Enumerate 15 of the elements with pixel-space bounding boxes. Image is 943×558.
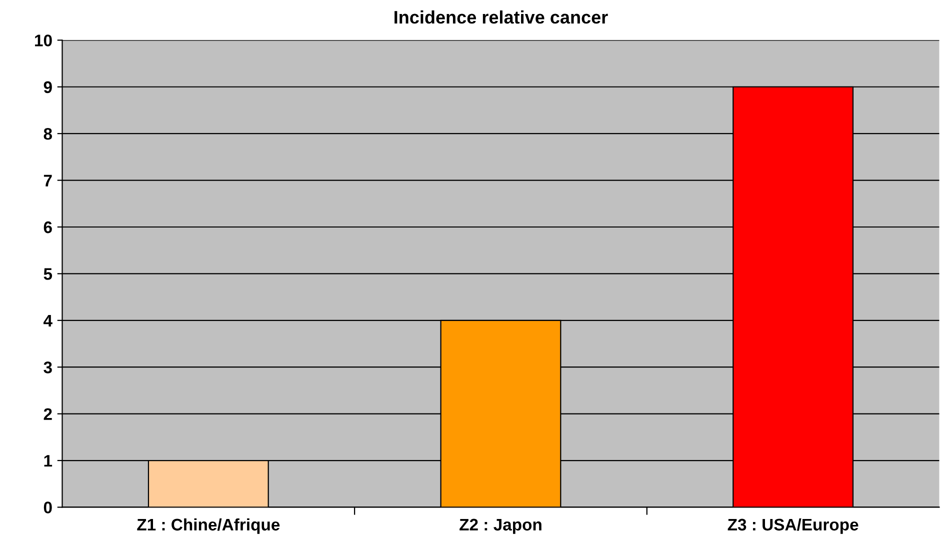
y-tick-label: 7 (44, 174, 52, 186)
y-tick-label: 9 (44, 81, 52, 94)
y-tick-label: 2 (44, 408, 52, 420)
chart-title: Incidence relative cancer (394, 10, 608, 24)
y-tick-label: 6 (44, 221, 52, 234)
y-tick-label: 10 (35, 34, 52, 46)
y-tick-label: 8 (44, 128, 52, 140)
y-tick-label: 4 (44, 314, 52, 326)
x-tick-label: Z2 : Japon (460, 518, 542, 534)
x-tick-label: Z3 : USA/Europe (728, 518, 858, 534)
x-tick-label: Z1 : Chine/Afrique (137, 518, 280, 534)
y-tick-label: 1 (44, 455, 52, 467)
y-tick-label: 5 (44, 268, 52, 280)
y-tick-label: 3 (44, 362, 52, 374)
y-tick-label: 0 (44, 502, 52, 514)
